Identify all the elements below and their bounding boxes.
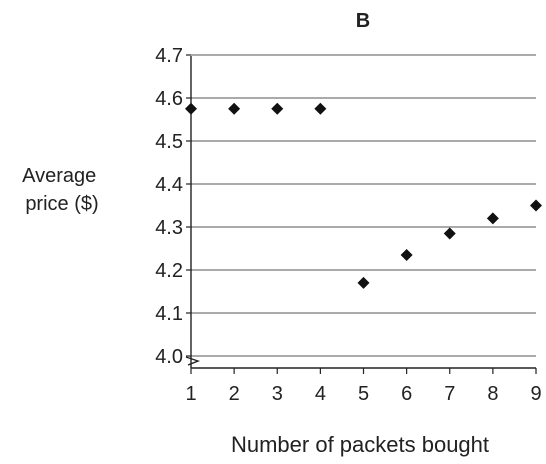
x-tick-label-1: 1	[185, 383, 196, 405]
x-tick-labels: 1 2 3 4 5 6 7 8 9	[185, 383, 541, 405]
x-tick-label-5: 5	[358, 383, 369, 405]
data-point-4	[314, 102, 327, 115]
y-tick-label-4.6: 4.6	[155, 88, 183, 110]
y-tick-label-4.3: 4.3	[155, 217, 183, 239]
axes	[185, 54, 537, 374]
chart-title: B	[356, 10, 370, 32]
x-tick-label-3: 3	[272, 383, 283, 405]
x-tick-label-8: 8	[487, 383, 498, 405]
data-point-9	[530, 199, 542, 212]
data-point-8	[486, 212, 499, 225]
x-tick-label-4: 4	[315, 383, 326, 405]
y-axis-label-line-2: price ($)	[25, 193, 98, 215]
y-axis-label-line-1: Average	[22, 165, 96, 187]
y-axis-label: Average price ($)	[22, 165, 102, 215]
x-tick-label-7: 7	[444, 383, 455, 405]
x-axis-label: Number of packets bought	[231, 432, 489, 457]
y-tick-labels: 4.0 4.1 4.2 4.3 4.4 4.5 4.6 4.7	[155, 45, 183, 368]
x-tick-label-9: 9	[530, 383, 541, 405]
y-tick-label-4.0: 4.0	[155, 346, 183, 368]
data-point-7	[443, 227, 456, 240]
data-points	[185, 102, 542, 289]
data-point-6	[400, 248, 413, 261]
x-tick-label-2: 2	[229, 383, 240, 405]
y-tick-label-4.1: 4.1	[155, 303, 183, 325]
y-tick-label-4.4: 4.4	[155, 174, 183, 196]
y-tick-label-4.2: 4.2	[155, 260, 183, 282]
y-tick-label-4.5: 4.5	[155, 131, 183, 153]
gridlines	[191, 54, 536, 357]
data-point-2	[228, 102, 241, 115]
data-point-5	[357, 276, 370, 289]
y-tick-label-4.7: 4.7	[155, 45, 183, 67]
data-point-3	[271, 102, 284, 115]
y-axis-break	[185, 356, 201, 366]
x-tick-label-6: 6	[401, 383, 412, 405]
data-point-1	[185, 102, 197, 115]
